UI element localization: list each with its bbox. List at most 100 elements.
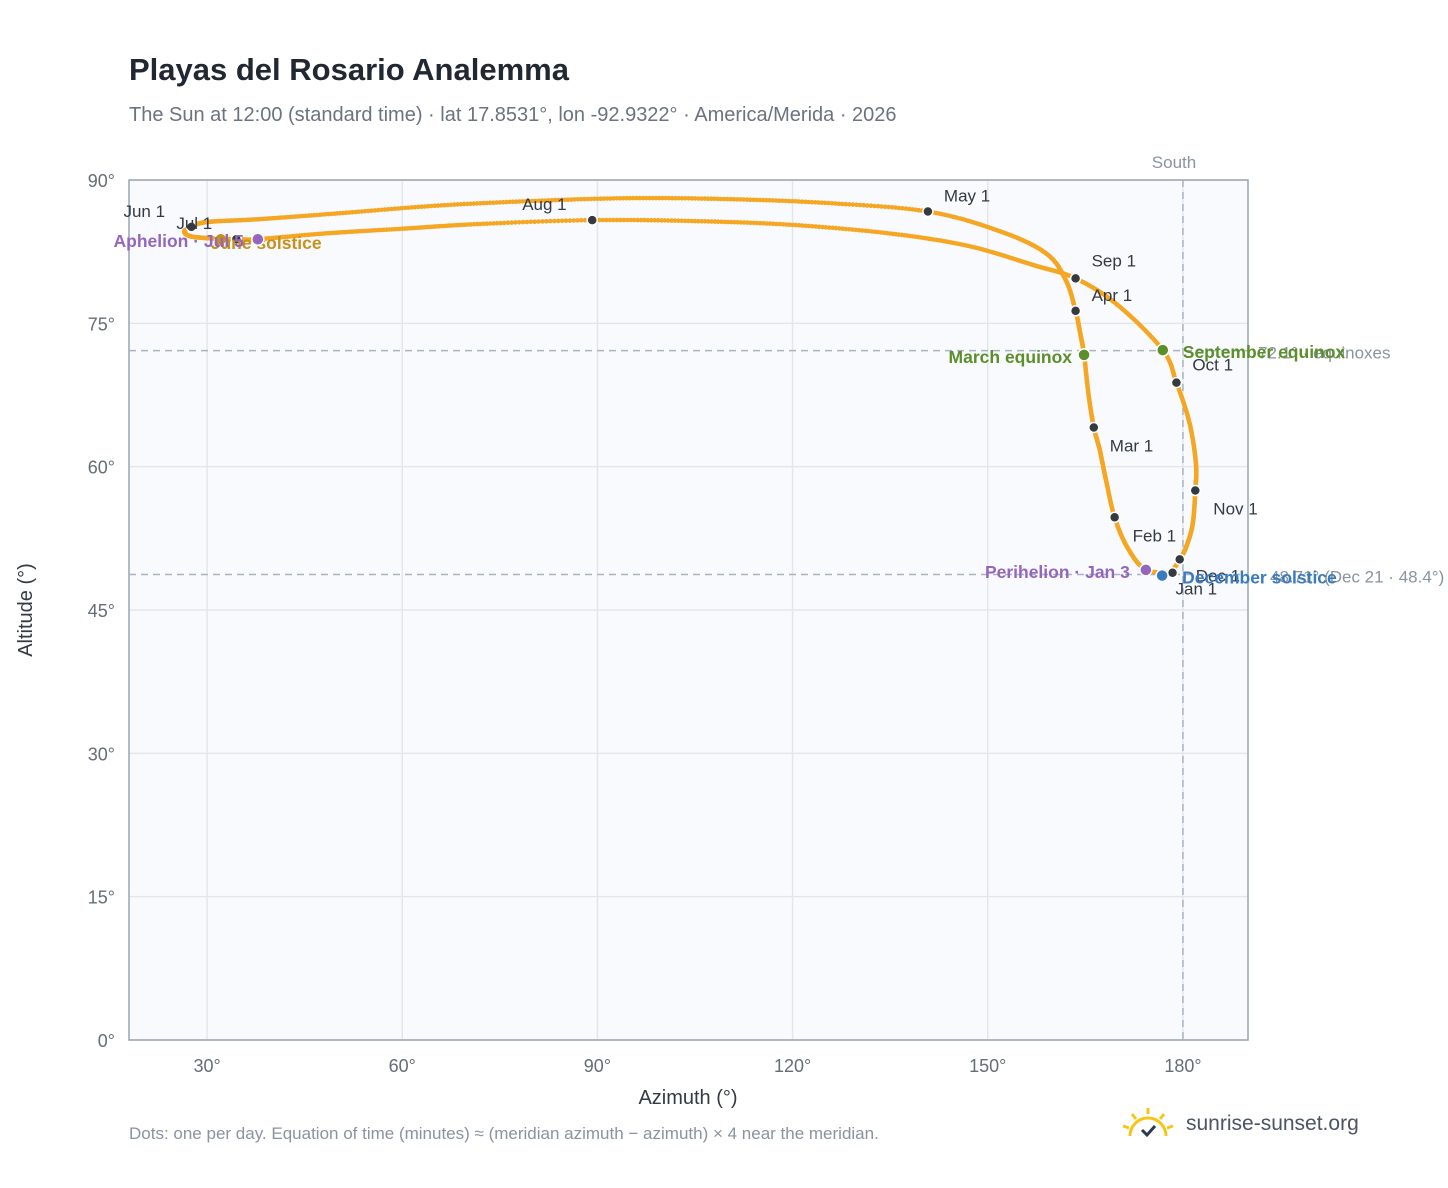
day-dot: [659, 218, 664, 223]
day-dot: [803, 199, 808, 205]
event-marker: [1077, 348, 1091, 362]
month-label: Sep 1: [1092, 251, 1136, 270]
day-dot: [744, 197, 750, 202]
day-dot: [751, 220, 757, 226]
month-marker: [922, 205, 934, 218]
day-dot: [635, 217, 640, 223]
day-dot: [660, 195, 665, 201]
day-dot: [559, 218, 565, 224]
day-dot: [425, 203, 431, 209]
day-dot: [614, 196, 620, 201]
day-dot: [643, 195, 649, 201]
day-dot: [642, 217, 647, 223]
day-dot: [540, 219, 545, 224]
month-label: Nov 1: [1213, 500, 1257, 519]
day-dot: [879, 204, 884, 209]
event-marker: [213, 232, 228, 246]
event-label: Aphelion · Jul 5: [114, 231, 245, 251]
day-dot: [715, 196, 721, 202]
day-dot: [571, 218, 576, 223]
month-marker: [1170, 376, 1183, 389]
day-dot: [366, 208, 371, 214]
day-dot: [830, 225, 835, 231]
day-dot: [682, 218, 688, 224]
day-dot: [598, 196, 603, 201]
day-dot: [405, 205, 411, 210]
day-dot: [860, 228, 865, 233]
day-dot: [886, 204, 891, 210]
day-dot: [502, 220, 507, 226]
brand-logo[interactable]: sunrise-sunset.org: [1120, 1106, 1359, 1142]
day-dot: [569, 197, 574, 202]
day-dot: [725, 219, 731, 225]
day-dot: [536, 219, 541, 224]
day-dot: [575, 218, 580, 223]
day-dot: [513, 199, 519, 204]
day-dot: [548, 218, 553, 224]
day-dot: [498, 220, 504, 226]
day-dot: [767, 221, 773, 226]
day-dot: [676, 218, 681, 223]
event-marker: [1155, 568, 1169, 583]
event-label: September equinox: [1183, 342, 1346, 362]
day-dot: [676, 195, 681, 201]
day-dot: [903, 206, 909, 211]
day-dot: [409, 205, 414, 210]
day-dot: [705, 196, 711, 201]
day-dot: [889, 205, 895, 210]
day-dot: [630, 195, 636, 201]
day-dot: [445, 202, 451, 208]
day-dot: [513, 220, 518, 225]
day-dot: [647, 195, 652, 201]
day-dot: [516, 220, 522, 225]
day-dot: [452, 202, 457, 207]
day-dot: [604, 196, 610, 201]
event-marker: [1156, 343, 1170, 357]
month-marker: [185, 221, 198, 233]
day-dot: [607, 217, 613, 223]
day-dot: [847, 202, 852, 207]
day-dot: [481, 200, 486, 206]
day-dot: [882, 204, 888, 210]
day-dot: [422, 204, 428, 209]
day-dot: [854, 202, 859, 208]
day-dot: [696, 218, 701, 224]
day-dot: [640, 195, 646, 201]
day-dot: [692, 196, 698, 201]
day-dot: [900, 206, 905, 211]
day-dot: [770, 198, 776, 203]
day-dot: [656, 195, 662, 201]
day-dot: [699, 196, 704, 201]
day-dot: [552, 218, 557, 224]
day-dot: [638, 217, 644, 223]
day-dot: [787, 222, 792, 227]
month-marker: [1173, 553, 1186, 566]
day-dot: [585, 196, 590, 202]
day-dot: [773, 198, 779, 203]
day-dot: [722, 219, 727, 225]
day-dot: [757, 197, 763, 203]
day-dot: [621, 217, 627, 223]
day-dot: [544, 219, 549, 224]
day-dot: [578, 218, 584, 223]
day-dot: [843, 201, 849, 207]
day-dot: [728, 219, 734, 225]
month-marker: [1108, 511, 1121, 524]
month-label: Feb 1: [1133, 526, 1176, 545]
day-dot: [738, 197, 743, 202]
day-dot: [375, 207, 381, 213]
day-dot: [618, 217, 623, 223]
day-dot: [686, 218, 691, 224]
day-dot: [582, 217, 588, 223]
day-dot: [790, 222, 795, 228]
day-dot: [799, 199, 805, 204]
day-dot: [497, 200, 503, 205]
day-dot: [793, 199, 798, 204]
day-dot: [536, 198, 542, 204]
day-dot: [722, 196, 727, 202]
month-marker: [1069, 272, 1082, 285]
day-dot: [813, 224, 819, 229]
day-dot: [528, 219, 534, 225]
day-dot: [702, 196, 708, 201]
day-dot: [829, 201, 835, 206]
